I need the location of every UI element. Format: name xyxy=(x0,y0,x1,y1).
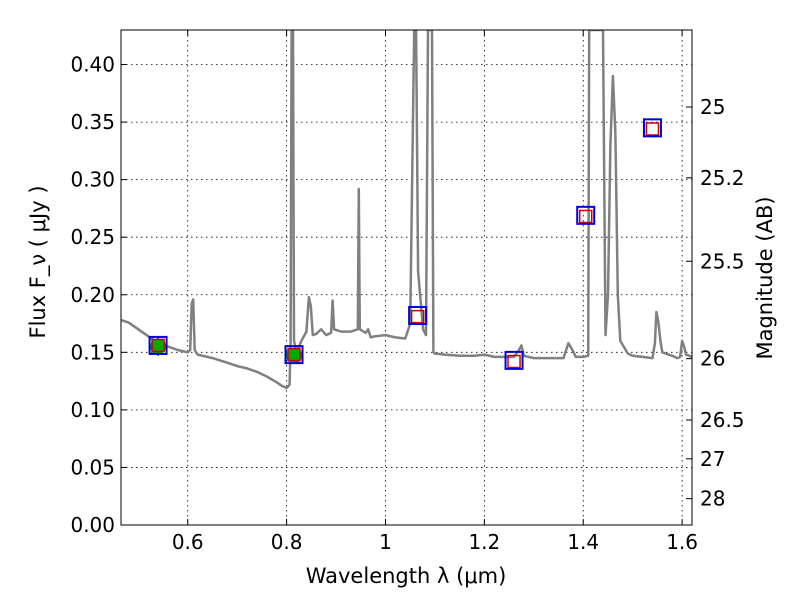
x-tick-label: 1.6 xyxy=(666,530,698,554)
x-tick-label: 0.8 xyxy=(271,530,303,554)
right-tick-label: 26 xyxy=(700,347,725,371)
x-tick-label: 1 xyxy=(379,530,392,554)
filter-box-marker xyxy=(408,305,428,325)
model-photometry-point xyxy=(151,338,165,353)
y-tick-label: 0.00 xyxy=(70,513,115,537)
filter-box-marker xyxy=(284,345,304,365)
x-tick-label: 1.4 xyxy=(567,530,599,554)
right-tick-label: 28 xyxy=(700,487,725,511)
filter-box-marker xyxy=(642,118,662,138)
model-photometry-point xyxy=(645,122,660,136)
y-tick-label: 0.35 xyxy=(70,110,115,134)
right-tick-label: 25.5 xyxy=(700,249,745,273)
y-tick-label: 0.05 xyxy=(70,455,115,479)
plot-area xyxy=(121,30,692,390)
y-tick-label: 0.20 xyxy=(70,283,115,307)
model-photometry-point xyxy=(578,209,593,224)
filter-box-marker xyxy=(148,335,168,355)
x-axis-label: Wavelength λ (μm) xyxy=(306,564,507,588)
model-photometry-point xyxy=(507,354,521,369)
y-axis-label: Flux F_ν ( μJy ) xyxy=(26,185,51,338)
model-spectrum-line xyxy=(121,30,692,390)
y-tick-label: 0.10 xyxy=(70,398,115,422)
model-photometry-point xyxy=(287,347,301,362)
y-tick-label: 0.40 xyxy=(70,53,115,77)
y-right-axis-label: Magnitude (AB) xyxy=(753,196,777,359)
model-photometry-point xyxy=(410,309,425,324)
x-tick-label: 0.6 xyxy=(172,530,204,554)
x-tick-label: 1.2 xyxy=(468,530,500,554)
ticks: 0.6 0.8 1 1.2 1.4 1.6 0.00 0.05 0.10 0.15 0.20 0.25… xyxy=(70,30,745,554)
right-tick-label: 27 xyxy=(700,447,725,471)
grid xyxy=(121,30,692,526)
right-tick-label: 26.5 xyxy=(700,408,745,432)
filter-box-marker xyxy=(504,350,524,370)
y-tick-label: 0.15 xyxy=(70,340,115,364)
right-tick-label: 25 xyxy=(700,95,725,119)
right-tick-label: 25.2 xyxy=(700,166,745,190)
filter-box-marker xyxy=(576,205,596,225)
y-tick-label: 0.30 xyxy=(70,168,115,192)
plot-frame xyxy=(120,29,693,526)
y-tick-label: 0.25 xyxy=(70,225,115,249)
